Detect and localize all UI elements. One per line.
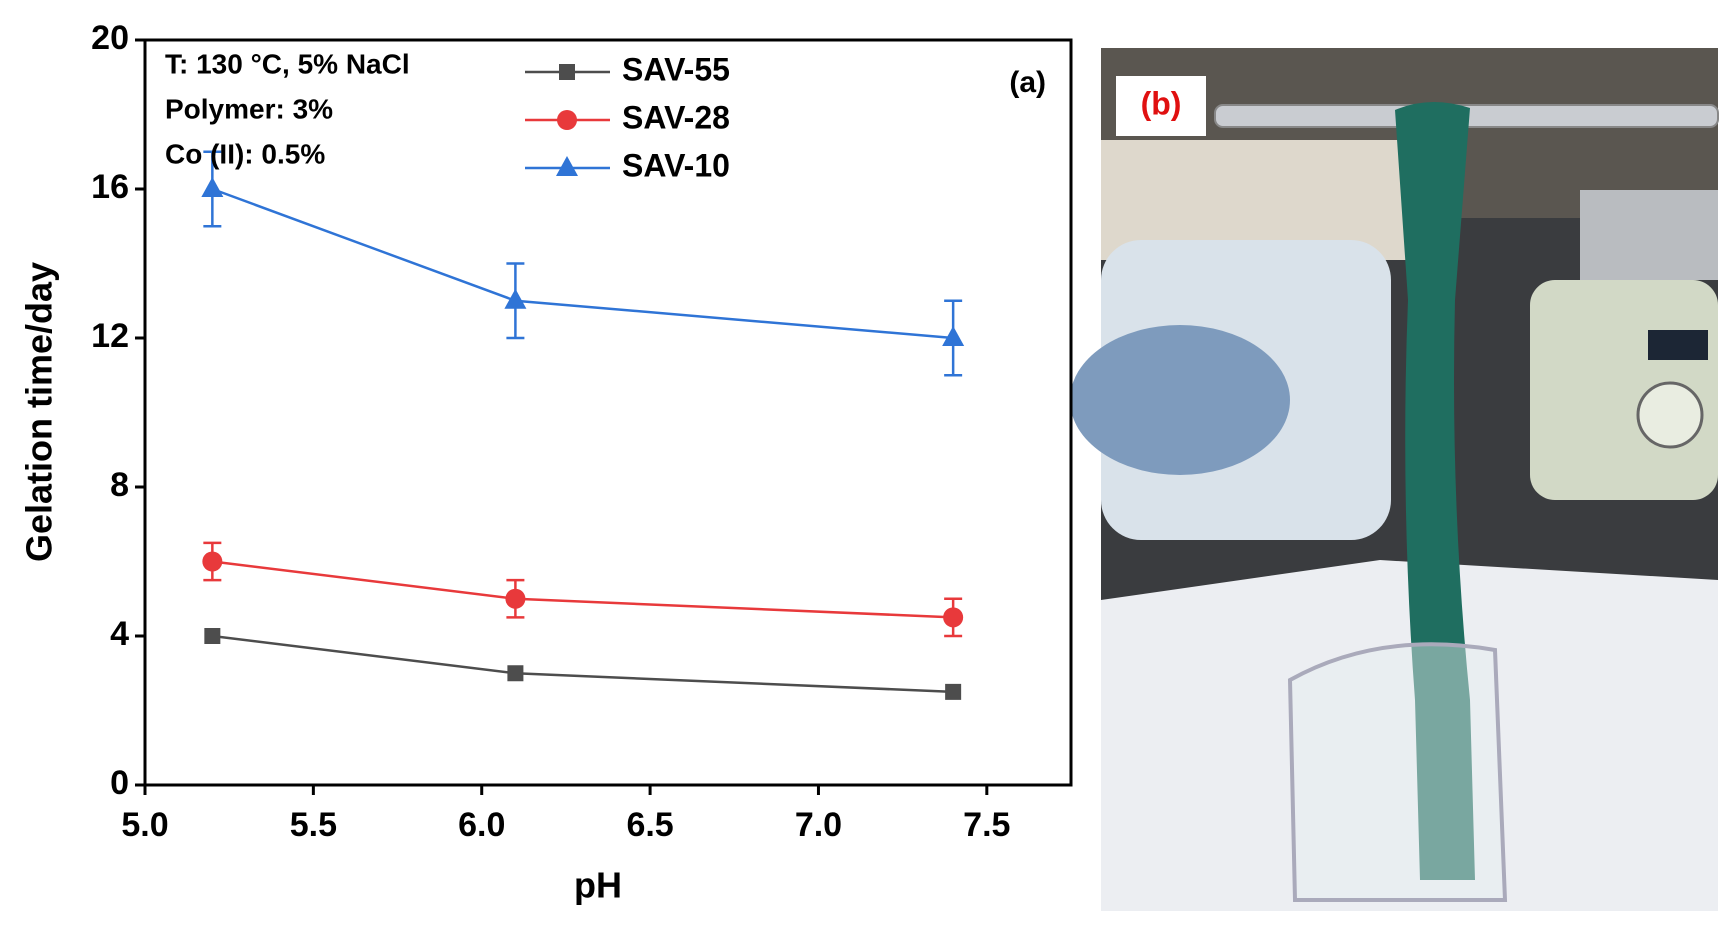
marker — [943, 607, 964, 628]
photo: (b) — [1070, 48, 1719, 911]
annotation: Polymer: 3% — [165, 93, 333, 124]
marker — [505, 588, 526, 609]
marker — [942, 326, 965, 346]
foil — [1580, 190, 1718, 280]
panel-label: (a) — [1009, 66, 1046, 99]
plot-frame — [143, 38, 1073, 787]
display — [1648, 330, 1708, 360]
annotation: T: 130 °C, 5% NaCl — [165, 48, 410, 79]
legend-label: SAV-55 — [622, 51, 730, 87]
marker — [504, 288, 527, 309]
paper — [1101, 560, 1718, 911]
y-axis-title: Gelation time/day — [19, 262, 60, 562]
x-tick-label: 5.5 — [290, 806, 337, 844]
y-tick-label: 12 — [91, 317, 129, 355]
x-tick-label: 7.0 — [795, 806, 842, 844]
gel — [1395, 101, 1475, 880]
marker — [204, 628, 221, 644]
marker — [202, 551, 223, 572]
photo-label-box — [1116, 76, 1206, 136]
marker — [507, 665, 524, 682]
legend-label: SAV-10 — [622, 147, 730, 183]
marker — [201, 177, 224, 197]
y-tick-label: 20 — [91, 19, 129, 57]
y-tick-label: 8 — [110, 466, 129, 504]
knob — [1636, 381, 1704, 449]
x-tick-label: 6.0 — [458, 806, 505, 844]
instrument-dial — [1070, 325, 1290, 475]
series-line — [212, 634, 954, 694]
chart: pH Gelation time/day (a) 0 4 8 12 16 20 5.0 5.5… — [19, 19, 1073, 906]
beaker — [1287, 642, 1508, 902]
series-line — [211, 187, 954, 340]
legend-marker — [557, 110, 577, 130]
x-tick-label: 7.5 — [963, 806, 1010, 844]
x-tick-label: 5.0 — [121, 806, 168, 844]
series-line — [212, 560, 954, 619]
legend-marker — [559, 64, 575, 80]
legend-marker — [556, 156, 578, 176]
x-axis-title: pH — [574, 865, 622, 906]
marker — [945, 683, 962, 700]
y-tick-label: 16 — [91, 168, 129, 206]
y-tick-label: 0 — [110, 764, 129, 802]
annotation: Co (II): 0.5% — [165, 138, 325, 169]
photo-label: (b) — [1141, 85, 1182, 121]
y-tick-label: 4 — [110, 615, 129, 653]
legend-label: SAV-28 — [622, 99, 730, 135]
x-tick-label: 6.5 — [626, 806, 673, 844]
